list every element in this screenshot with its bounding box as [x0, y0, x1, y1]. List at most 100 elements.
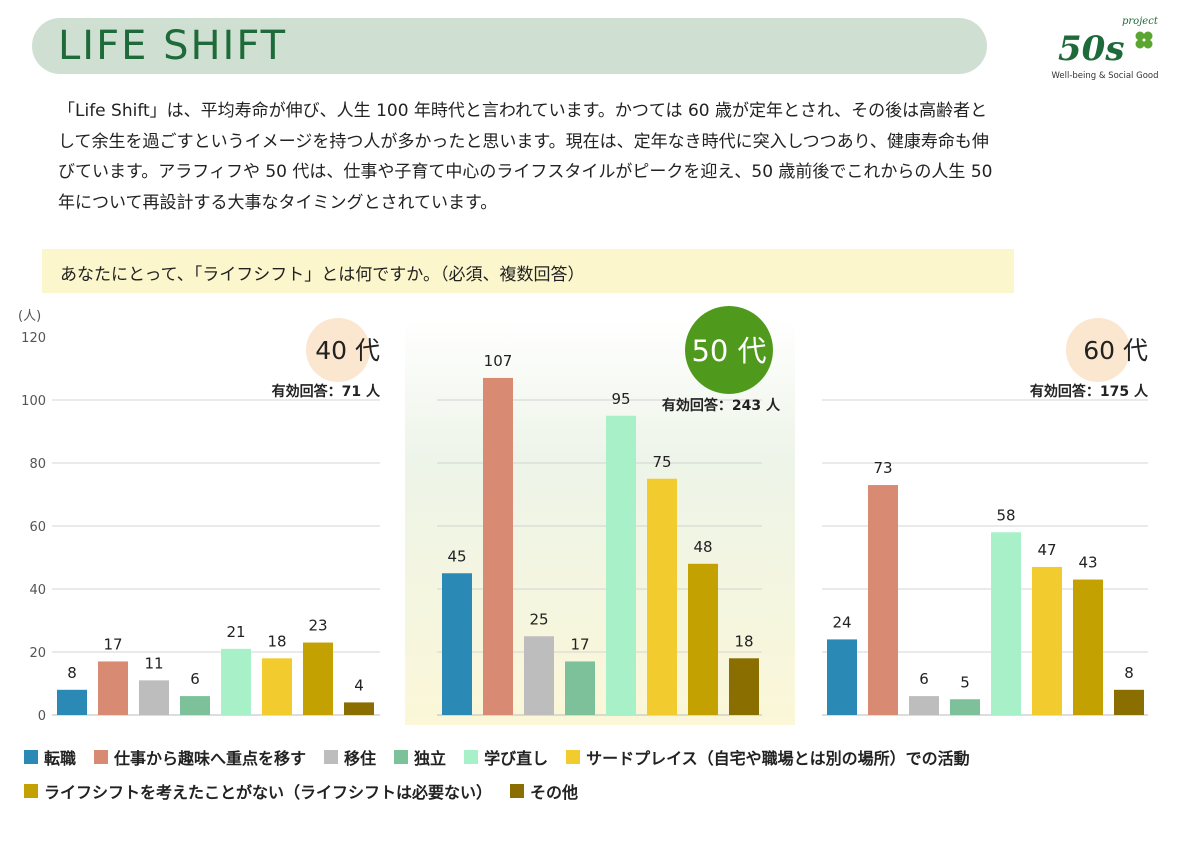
bar-value-label: 48	[693, 538, 712, 556]
bar	[909, 696, 939, 715]
legend-label: その他	[530, 783, 579, 802]
legend-label: 学び直し	[484, 749, 549, 768]
intro-line: 「Life Shift」は、平均寿命が伸び、人生 100 年時代と言われています…	[58, 101, 988, 121]
legend-label: サードプレイス（自宅や職場とは別の場所）での活動	[586, 749, 970, 768]
legend-item: 独立	[394, 745, 446, 769]
legend-item: 転職	[24, 745, 76, 769]
project-50s-logo: project 50s Well-being & Social Good	[1051, 16, 1159, 81]
legend-swatch	[324, 750, 339, 764]
legend-item: ライフシフトを考えたことがない（ライフシフトは必要ない）	[24, 779, 492, 803]
group-label: 40 代	[315, 336, 380, 365]
legend-swatch	[24, 750, 38, 764]
group-response-count: 有効回答：71 人	[272, 383, 381, 400]
legend-swatch	[394, 750, 409, 764]
bar	[868, 485, 898, 715]
bar	[1114, 689, 1144, 715]
logo-mark-text: 50s	[1058, 29, 1124, 69]
y-tick-label: 100	[21, 394, 46, 409]
bar	[950, 699, 980, 715]
clover-icon	[1135, 31, 1153, 49]
bar-value-label: 24	[832, 613, 851, 631]
y-tick-label: 80	[29, 457, 46, 472]
intro-line: して余生を過ごすというイメージを持つ人が多かったと思います。現在は、定年なき時代…	[58, 131, 989, 152]
bar	[688, 563, 718, 715]
y-tick-label: 60	[29, 520, 46, 535]
bar	[524, 636, 554, 715]
legend-label: ライフシフトを考えたことがない（ライフシフトは必要ない）	[44, 783, 493, 802]
question-band	[42, 249, 1014, 293]
group-badge	[1066, 318, 1130, 382]
bar	[606, 415, 636, 715]
bar-value-label: 73	[873, 459, 892, 477]
group-badge	[685, 306, 773, 394]
legend-row: 転職 仕事から趣味へ重点を移す 移住 独立 学び直し サードプレイス（自宅や職場とは別の場…	[24, 740, 1174, 774]
legend-swatch	[24, 784, 38, 798]
y-tick-label: 120	[21, 331, 46, 346]
legend-item: 仕事から趣味へ重点を移す	[94, 745, 306, 769]
page-title: LIFE SHIFT	[58, 23, 288, 69]
bar-value-label: 17	[570, 635, 589, 653]
chart-legend: 転職 仕事から趣味へ重点を移す 移住 独立 学び直し サードプレイス（自宅や職場とは別の場…	[24, 740, 1174, 808]
bar-value-label: 25	[529, 610, 548, 628]
bar-value-label: 107	[484, 352, 513, 370]
bar	[565, 661, 595, 715]
bar	[442, 573, 472, 715]
bar-value-label: 11	[144, 654, 163, 672]
bar-value-label: 18	[267, 632, 286, 650]
bar	[991, 532, 1021, 715]
legend-row: ライフシフトを考えたことがない（ライフシフトは必要ない） その他	[24, 774, 1174, 808]
bar-value-label: 8	[1124, 664, 1134, 682]
legend-swatch	[464, 750, 479, 764]
bar	[483, 377, 513, 715]
y-tick-label: 20	[29, 646, 46, 661]
title-banner	[32, 18, 987, 74]
y-tick-label: 0	[38, 709, 46, 724]
legend-item: 学び直し	[464, 745, 548, 769]
bar	[98, 661, 128, 715]
bar-chart: (人) 0 20 40 60 80 100 120 8 17 11 6 21 18 23 4 40 代有効回答：…	[18, 306, 1149, 725]
y-axis-unit: (人)	[18, 309, 41, 324]
y-tick-label: 40	[29, 583, 46, 598]
group-label: 60 代	[1083, 336, 1148, 365]
bar-value-label: 4	[354, 676, 364, 694]
legend-item: その他	[510, 779, 578, 803]
bar-value-label: 17	[103, 635, 122, 653]
bar	[303, 642, 333, 715]
group-badge	[306, 318, 370, 382]
bar-value-label: 5	[960, 673, 970, 691]
bar-value-label: 23	[308, 617, 327, 635]
legend-item: サードプレイス（自宅や職場とは別の場所）での活動	[566, 745, 970, 769]
bar-value-label: 95	[611, 390, 630, 408]
bar-value-label: 18	[734, 632, 753, 650]
survey-question: あなたにとって、「ライフシフト」とは何ですか。（必須、複数回答）	[60, 265, 585, 285]
bar-value-label: 8	[67, 664, 77, 682]
bar	[729, 658, 759, 715]
bar	[827, 639, 857, 715]
legend-swatch	[566, 750, 581, 764]
bar-value-label: 6	[190, 670, 200, 688]
bar-value-label: 75	[652, 453, 671, 471]
legend-label: 仕事から趣味へ重点を移す	[114, 749, 307, 768]
legend-label: 転職	[44, 749, 77, 768]
bar-value-label: 47	[1037, 541, 1056, 559]
bar	[221, 648, 251, 715]
bar	[344, 702, 374, 715]
logo-project-text: project	[1122, 16, 1159, 27]
bar	[180, 696, 210, 715]
legend-item: 移住	[324, 745, 376, 769]
bar	[647, 478, 677, 715]
bar-value-label: 21	[226, 623, 245, 641]
intro-line: 年について再設計する大事なタイミングとされています。	[58, 192, 498, 213]
group-response-count: 有効回答：243 人	[662, 397, 781, 414]
bar-value-label: 6	[919, 670, 929, 688]
bar	[262, 658, 292, 715]
legend-swatch	[94, 750, 109, 764]
bar	[1073, 579, 1103, 715]
bar-value-label: 43	[1078, 554, 1097, 572]
legend-label: 移住	[344, 749, 377, 768]
logo-tagline: Well-being & Social Good	[1051, 71, 1158, 81]
group-response-count: 有効回答：175 人	[1030, 383, 1149, 400]
bar	[1032, 566, 1062, 715]
group-label: 50 代	[691, 334, 766, 368]
intro-line: びています。アラフィフや 50 代は、仕事や子育て中心のライフスタイルがピークを…	[58, 162, 993, 182]
